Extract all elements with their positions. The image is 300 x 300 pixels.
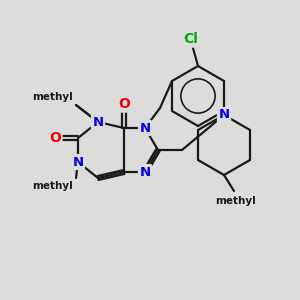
Text: N: N xyxy=(218,109,230,122)
Text: Cl: Cl xyxy=(184,32,198,46)
Text: methyl: methyl xyxy=(32,92,73,102)
Text: O: O xyxy=(49,131,61,145)
Text: N: N xyxy=(140,122,151,134)
Text: N: N xyxy=(92,116,104,128)
Text: N: N xyxy=(140,166,151,178)
Text: O: O xyxy=(118,97,130,111)
Text: N: N xyxy=(72,155,84,169)
Text: methyl: methyl xyxy=(32,181,73,191)
Text: methyl: methyl xyxy=(216,196,256,206)
